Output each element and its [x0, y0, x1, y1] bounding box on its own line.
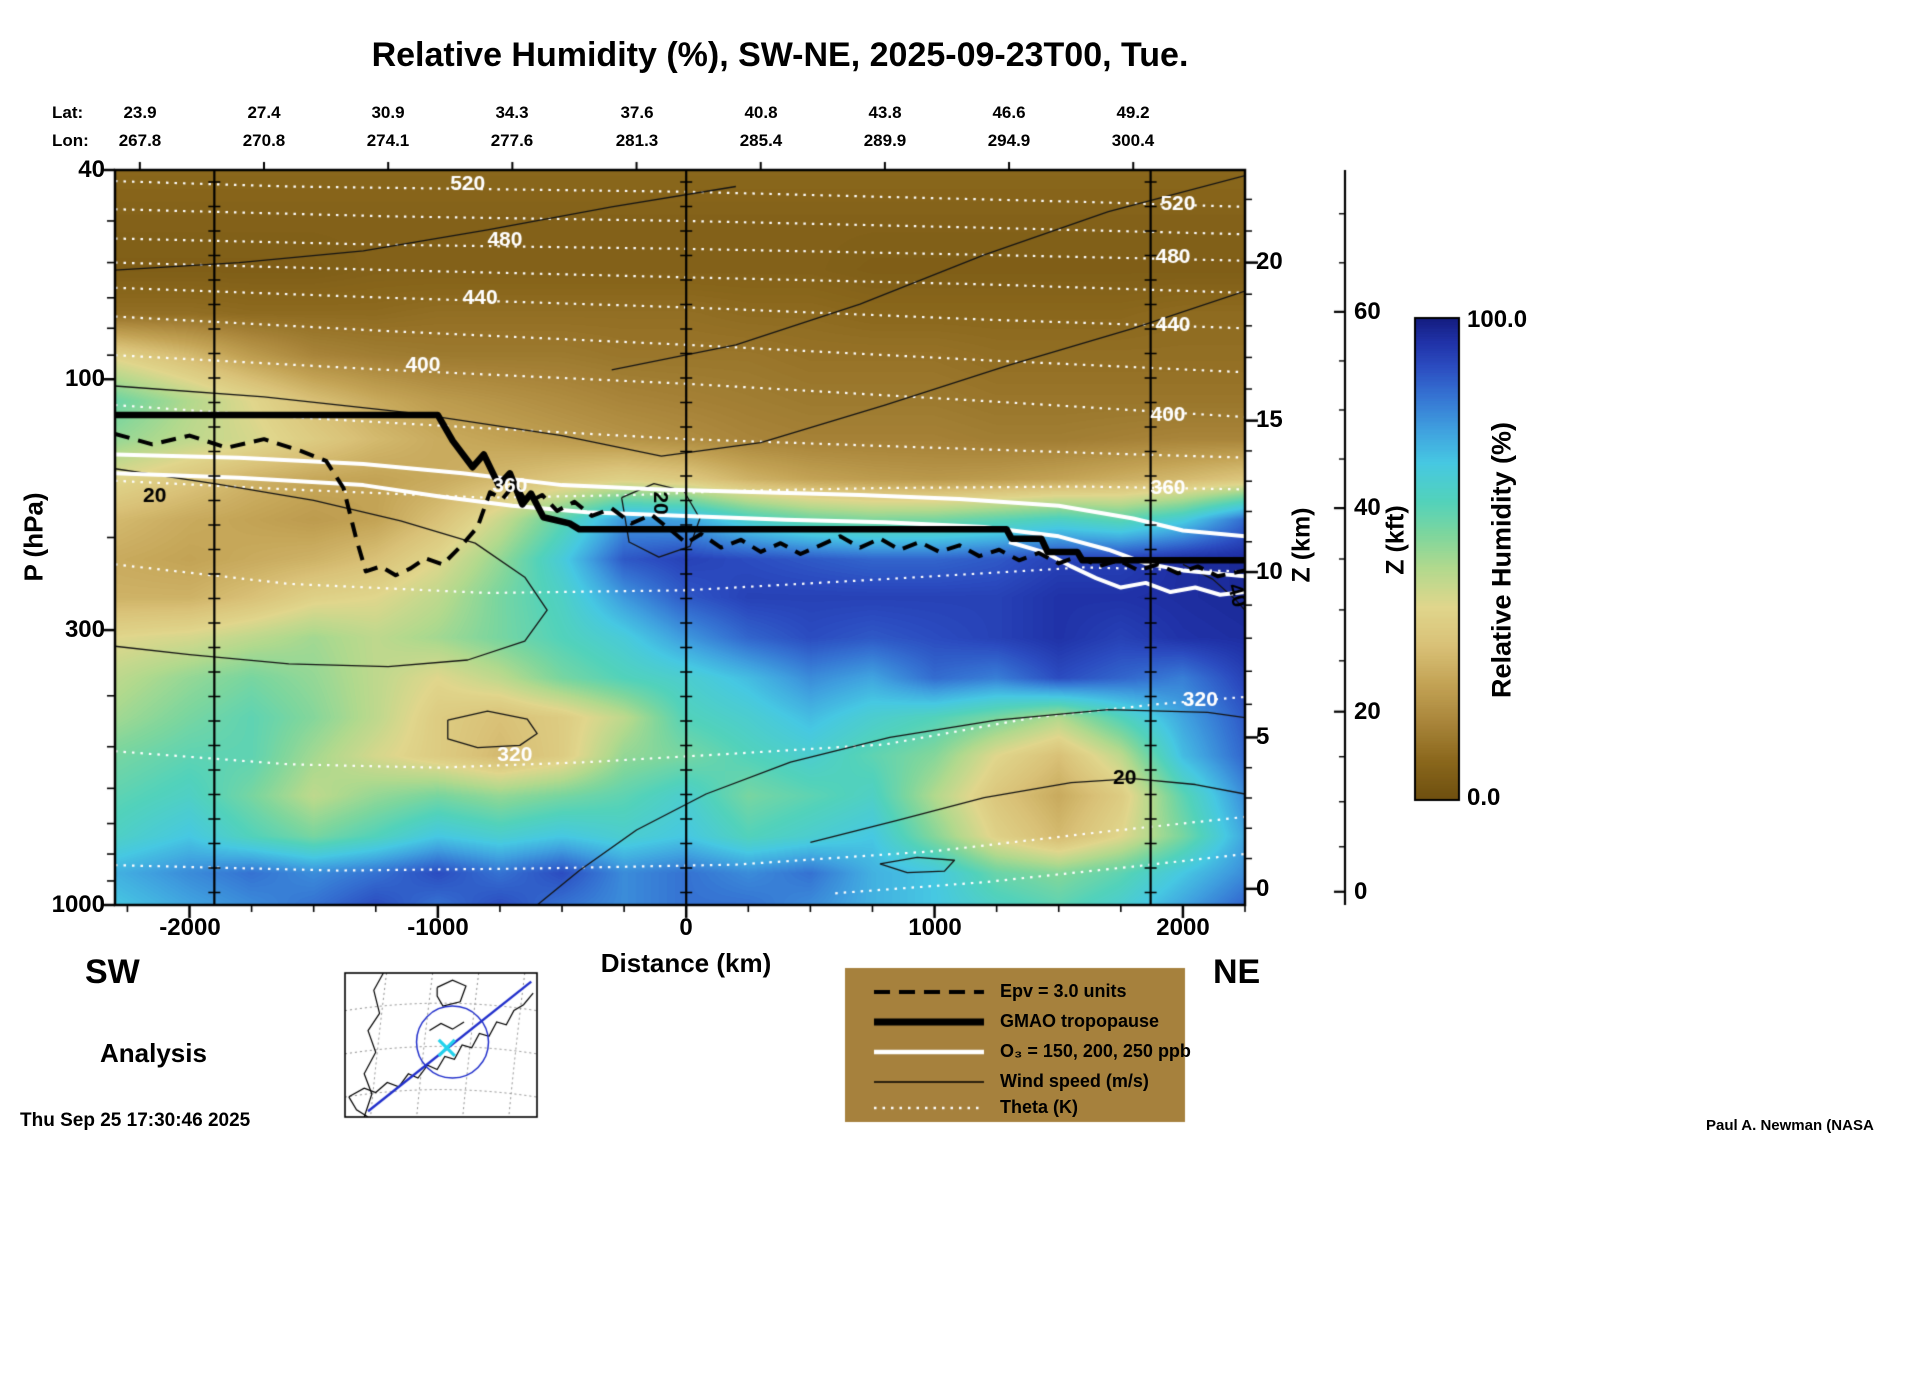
pressure-axis-label: P (hPa) [18, 492, 49, 582]
analysis-label: Analysis [100, 1038, 207, 1068]
page-title: Relative Humidity (%), SW-NE, 2025-09-23… [371, 36, 1189, 74]
lat-value: 37.6 [620, 103, 654, 122]
x-tick-label: 1000 [908, 914, 962, 941]
colorbar-max-label: 100.0 [1467, 306, 1528, 333]
sw-endpoint-label: SW [85, 953, 140, 991]
lon-label: Lon: [52, 131, 89, 150]
credit: Paul A. Newman (NASA [1706, 1117, 1874, 1134]
lat-value: 43.8 [868, 103, 902, 122]
x-tick-label: -2000 [159, 914, 221, 941]
z-km-tick-label: 0 [1256, 875, 1270, 902]
pressure-tick-label: 1000 [51, 891, 105, 918]
z-kft-axis-label: Z (kft) [1381, 505, 1410, 575]
lat-value: 30.9 [371, 103, 405, 122]
z-kft-tick-label: 0 [1354, 878, 1368, 905]
legend-item-ozone: O₃ = 150, 200, 250 ppb [1000, 1041, 1191, 1061]
lat-label: Lat: [52, 103, 84, 122]
x-tick-label: 0 [679, 914, 693, 941]
z-km-axis-label: Z (km) [1287, 507, 1316, 583]
x-tick-label: -1000 [407, 914, 469, 941]
lon-value: 300.4 [1111, 131, 1155, 150]
lat-value: 34.3 [495, 103, 529, 122]
lat-value: 40.8 [744, 103, 778, 122]
lon-value: 274.1 [366, 131, 410, 150]
legend-item-wind: Wind speed (m/s) [1000, 1071, 1149, 1091]
pressure-tick-label: 100 [64, 365, 105, 392]
ne-endpoint-label: NE [1213, 953, 1261, 991]
lat-value: 27.4 [247, 103, 281, 122]
legend-item-tropopause: GMAO tropopause [1000, 1011, 1160, 1031]
timestamp: Thu Sep 25 17:30:46 2025 [20, 1110, 251, 1131]
x-tick-label: 2000 [1156, 914, 1210, 941]
z-kft-tick-label: 20 [1354, 698, 1381, 725]
legend-item-theta: Theta (K) [1000, 1097, 1078, 1117]
legend-item-epv: Epv = 3.0 units [1000, 981, 1127, 1001]
z-km-tick-label: 15 [1256, 406, 1283, 433]
z-kft-tick-label: 40 [1354, 494, 1381, 521]
x-axis-label: Distance (km) [600, 948, 772, 978]
lat-value: 23.9 [123, 103, 157, 122]
lon-value: 281.3 [615, 131, 659, 150]
lon-value: 267.8 [118, 131, 162, 150]
colorbar-min-label: 0.0 [1467, 784, 1501, 811]
lat-value: 46.6 [992, 103, 1026, 122]
pressure-tick-label: 40 [78, 156, 105, 183]
lon-value: 270.8 [242, 131, 286, 150]
lon-value: 277.6 [490, 131, 534, 150]
z-kft-tick-label: 60 [1354, 298, 1381, 325]
lon-value: 285.4 [739, 131, 783, 150]
z-km-tick-label: 5 [1256, 723, 1270, 750]
lon-value: 294.9 [987, 131, 1031, 150]
lon-value: 289.9 [863, 131, 907, 150]
lat-value: 49.2 [1116, 103, 1150, 122]
z-km-tick-label: 10 [1256, 558, 1283, 585]
colorbar-title: Relative Humidity (%) [1486, 421, 1517, 699]
pressure-tick-label: 300 [64, 616, 105, 643]
z-km-tick-label: 20 [1256, 248, 1283, 275]
